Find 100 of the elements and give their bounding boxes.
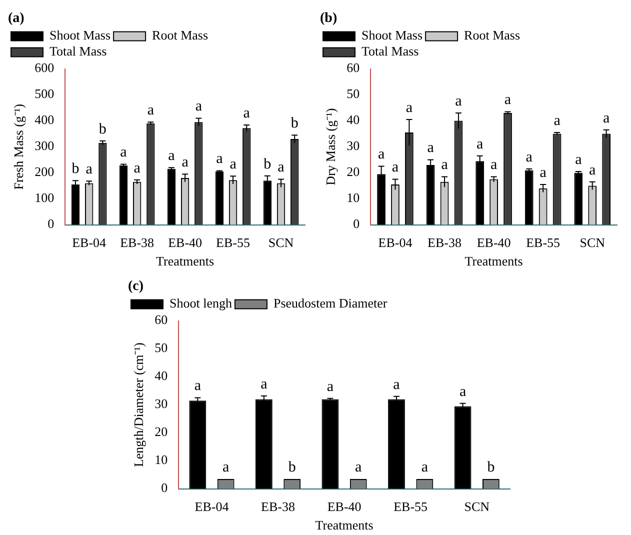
x-tick-label: SCN xyxy=(464,499,490,514)
y-tick-label: 0 xyxy=(353,216,360,232)
x-tick-label: EB-55 xyxy=(216,235,250,250)
y-tick-label: 60 xyxy=(346,60,360,76)
bar xyxy=(215,172,224,225)
data-label: a xyxy=(421,459,428,476)
bar xyxy=(388,399,405,489)
y-tick-label: 40 xyxy=(346,112,360,128)
y-tick-label: 600 xyxy=(34,60,54,76)
data-label: a xyxy=(120,144,128,161)
y-tick-label: 0 xyxy=(48,216,54,232)
y-tick-label: 40 xyxy=(154,368,168,384)
x-tick-label: EB-04 xyxy=(194,499,230,514)
data-label: a xyxy=(195,98,202,115)
y-tick-label: 200 xyxy=(34,164,54,180)
data-label: a xyxy=(326,378,334,395)
y-tick-label: 20 xyxy=(346,164,360,180)
data-label: a xyxy=(406,100,413,116)
bar xyxy=(189,400,206,489)
x-axis-title: Treatments xyxy=(464,254,523,269)
x-tick-label: EB-40 xyxy=(168,235,202,250)
data-label: a xyxy=(575,152,582,168)
data-label: a xyxy=(540,164,547,181)
data-label: a xyxy=(393,376,400,393)
y-tick-label: 60 xyxy=(154,312,168,328)
data-label: a xyxy=(504,92,512,108)
bar xyxy=(524,170,534,225)
y-tick-label: 100 xyxy=(34,190,54,206)
legend-label: Root Mass xyxy=(152,28,208,43)
data-label: a xyxy=(490,157,498,174)
data-label: b xyxy=(288,459,296,476)
y-tick-label: 300 xyxy=(34,138,54,154)
bar xyxy=(167,168,176,225)
x-tick-label: EB-38 xyxy=(120,235,154,250)
legend-label: Shoot Mass xyxy=(362,28,423,43)
data-label: b xyxy=(290,116,298,132)
data-label: a xyxy=(134,160,141,176)
data-label: b xyxy=(72,161,80,178)
legend-label: Root Mass xyxy=(464,28,520,43)
data-label: a xyxy=(147,102,154,119)
data-label: a xyxy=(392,160,399,176)
legend-label: Shoot Mass xyxy=(50,28,111,43)
data-label: a xyxy=(589,162,596,178)
y-tick-label: 50 xyxy=(154,340,168,356)
y-axis-title: Fresh Mass (g⁻¹) xyxy=(11,104,26,190)
data-label: a xyxy=(168,148,176,164)
y-tick-label: 0 xyxy=(161,480,168,496)
bar xyxy=(454,406,472,489)
data-label: a xyxy=(194,378,202,394)
x-tick-label: EB-55 xyxy=(394,499,428,514)
data-label: a xyxy=(459,384,466,400)
data-label: a xyxy=(455,93,462,110)
data-label: a xyxy=(554,112,561,129)
legend-label: Shoot lengh xyxy=(170,296,232,311)
chart-title: (a) xyxy=(8,11,25,26)
bar xyxy=(322,399,339,489)
legend-label: Pseudostem Diameter xyxy=(273,296,388,311)
data-label: b xyxy=(264,156,272,172)
x-tick-label: EB-40 xyxy=(327,499,362,514)
y-axis-title: Length/Diameter (cm⁻¹) xyxy=(131,342,146,468)
data-label: a xyxy=(427,140,434,156)
x-tick-label: EB-38 xyxy=(261,499,295,514)
data-label: b xyxy=(98,121,106,138)
data-label: a xyxy=(526,149,533,166)
y-tick-label: 10 xyxy=(154,452,168,468)
data-label: a xyxy=(222,459,230,476)
bar xyxy=(574,172,583,225)
data-label: a xyxy=(441,157,448,174)
x-tick-label: EB-40 xyxy=(476,235,511,250)
y-tick-label: 30 xyxy=(154,396,168,412)
data-label: a xyxy=(182,154,189,171)
data-label: a xyxy=(355,459,362,476)
y-tick-label: 500 xyxy=(34,86,54,102)
x-tick-label: EB-55 xyxy=(526,235,560,250)
data-label: a xyxy=(602,110,610,126)
bar xyxy=(255,399,272,489)
x-tick-label: SCN xyxy=(580,235,606,250)
data-label: a xyxy=(476,136,484,152)
data-label: a xyxy=(230,156,237,173)
legend-label: Total Mass xyxy=(362,44,419,59)
y-tick-label: 400 xyxy=(34,112,54,128)
data-label: a xyxy=(278,160,285,176)
x-tick-label: SCN xyxy=(268,235,294,250)
x-tick-label: EB-04 xyxy=(72,235,107,250)
x-axis-title: Treatments xyxy=(156,254,214,269)
x-tick-label: EB-04 xyxy=(378,235,413,250)
chart-title: (b) xyxy=(320,11,338,26)
data-label: a xyxy=(243,105,250,122)
data-label: b xyxy=(487,459,495,476)
y-tick-label: 50 xyxy=(346,86,360,102)
data-label: a xyxy=(260,376,268,392)
legend-label: Total Mass xyxy=(50,44,107,59)
y-tick-label: 20 xyxy=(154,424,168,440)
y-tick-label: 10 xyxy=(346,190,360,206)
x-tick-label: EB-38 xyxy=(428,235,462,250)
data-label: a xyxy=(86,162,93,178)
bar xyxy=(119,166,128,225)
y-tick-label: 30 xyxy=(346,138,360,154)
chart-title: (c) xyxy=(128,279,144,294)
x-axis-title: Treatments xyxy=(315,518,374,533)
